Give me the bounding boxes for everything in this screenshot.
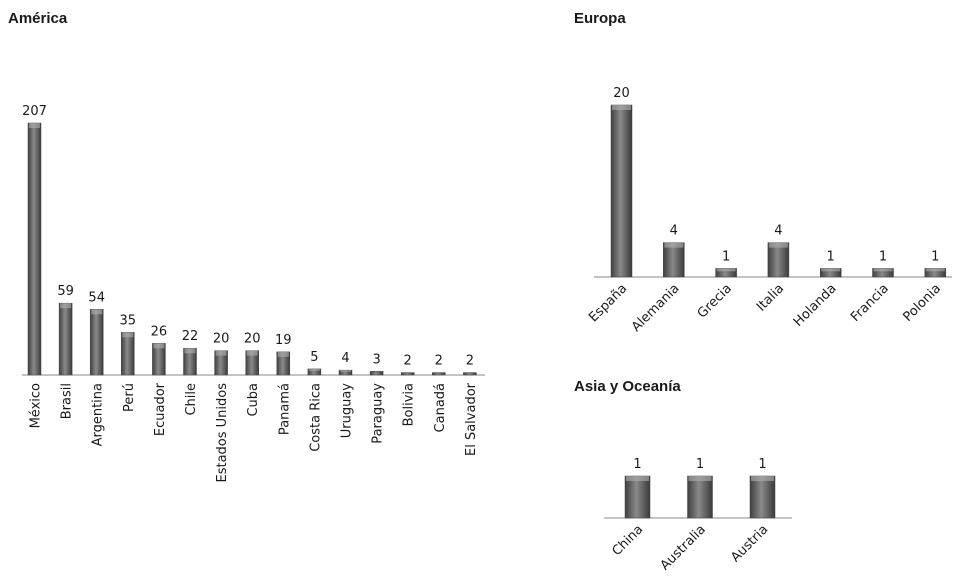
tick-label-america: Bolivia — [402, 383, 417, 426]
bar-cap-america — [60, 303, 72, 309]
bar-cap-europa — [612, 105, 631, 110]
bar-cap-europa — [873, 268, 893, 272]
bar-asia-oceania — [749, 475, 776, 519]
bar-america — [432, 372, 446, 376]
bar-cap-america — [246, 350, 258, 356]
tick-label-europa: Italia — [754, 281, 787, 314]
tick-label-europa: Holanda — [791, 281, 840, 330]
data-label-america: 22 — [182, 329, 199, 344]
bar-cap-america — [153, 343, 165, 349]
data-label-europa: 1 — [722, 249, 730, 264]
tick-label-america: Cuba — [246, 383, 261, 417]
bar-asia-oceania — [687, 475, 713, 519]
tick-label-europa: Francia — [848, 281, 892, 325]
bar-europa — [610, 104, 633, 278]
data-label-asia-oceania: 1 — [758, 457, 766, 472]
data-label-europa: 4 — [670, 224, 678, 239]
tick-label-europa: Polonia — [900, 281, 944, 325]
tick-label-america: Brasil — [60, 383, 75, 419]
chart-title-europa: Europa — [574, 10, 626, 27]
data-label-europa: 1 — [827, 249, 835, 264]
tick-label-america: Paraguay — [371, 383, 386, 444]
data-label-europa: 1 — [879, 249, 887, 264]
data-label-america: 2 — [435, 354, 443, 369]
bar-america — [369, 371, 384, 376]
data-label-asia-oceania: 1 — [696, 457, 704, 472]
bar-cap-america — [277, 351, 289, 357]
tick-label-europa: Alemania — [629, 281, 683, 335]
bar-asia-oceania — [624, 475, 651, 519]
bar-europa — [663, 242, 685, 278]
chart-europa: Europa 20 España 4 Alemania 1 Grecia 4 Italia 1 H… — [574, 10, 952, 335]
tick-label-europa: España — [586, 281, 630, 325]
tick-label-america: Argentina — [91, 383, 106, 446]
tick-label-america: Estados Unidos — [215, 383, 230, 483]
chart-america: América 207México59Brasil54Argentina35Pe… — [8, 10, 485, 483]
data-label-america: 54 — [88, 290, 105, 305]
bar-america — [89, 309, 104, 376]
bar-america — [463, 372, 477, 376]
tick-label-america: Perú — [122, 383, 137, 412]
bar-cap-asia-oceania — [626, 476, 649, 481]
tick-label-asia-oceania: China — [609, 522, 646, 559]
bar-cap-america — [340, 370, 351, 372]
data-label-europa: 4 — [774, 224, 782, 239]
tick-label-america: Panamá — [277, 383, 292, 435]
bar-cap-america — [308, 368, 320, 371]
bar-cap-asia-oceania — [688, 476, 712, 481]
bar-cap-asia-oceania — [751, 476, 774, 481]
data-label-asia-oceania: 1 — [633, 457, 641, 472]
chart-title-asia-oceania: Asia y Oceanía — [574, 378, 681, 395]
data-label-america: 59 — [57, 284, 74, 299]
data-label-america: 35 — [120, 313, 137, 328]
data-label-america: 19 — [275, 333, 292, 348]
bar-cap-america — [184, 348, 196, 354]
data-label-europa: 20 — [613, 86, 630, 101]
tick-label-america: Chile — [184, 383, 199, 416]
bar-cap-america — [215, 350, 227, 356]
data-label-america: 3 — [372, 352, 380, 367]
bar-america — [400, 372, 415, 376]
tick-label-america: El Salvador — [464, 382, 479, 456]
chart-title-america: América — [8, 10, 68, 27]
bar-cap-america — [29, 123, 40, 128]
tick-label-america: Uruguay — [340, 383, 355, 439]
tick-label-america: Costa Rica — [308, 383, 323, 452]
data-label-america: 2 — [404, 354, 412, 369]
tick-label-asia-oceania: Austria — [728, 522, 771, 565]
bar-america — [58, 302, 73, 376]
tick-label-america: México — [29, 383, 44, 428]
data-label-america: 20 — [244, 332, 261, 347]
bar-america — [121, 332, 135, 376]
tick-label-asia-oceania: Australia — [658, 522, 709, 573]
bar-cap-europa — [925, 268, 945, 272]
data-label-america: 4 — [341, 351, 349, 366]
bar-europa — [767, 242, 790, 278]
bar-cap-europa — [664, 242, 684, 248]
bar-america — [27, 122, 42, 376]
bar-cap-europa — [768, 242, 788, 248]
bar-cap-america — [122, 332, 134, 338]
bar-cap-europa — [821, 268, 841, 272]
tick-label-america: Canadá — [433, 383, 448, 432]
data-label-america: 207 — [22, 104, 47, 119]
data-label-america: 5 — [310, 350, 318, 365]
data-label-europa: 1 — [931, 249, 939, 264]
tick-label-europa: Grecia — [695, 281, 735, 321]
data-label-america: 20 — [213, 332, 230, 347]
tick-label-america: Ecuador — [153, 382, 168, 436]
chart-asia-oceania: Asia y Oceanía 1 China 1 Australia 1 Austria — [574, 378, 792, 573]
bar-cap-america — [91, 309, 103, 315]
bar-cap-europa — [716, 268, 736, 272]
data-label-america: 2 — [466, 354, 474, 369]
data-label-america: 26 — [151, 324, 168, 339]
